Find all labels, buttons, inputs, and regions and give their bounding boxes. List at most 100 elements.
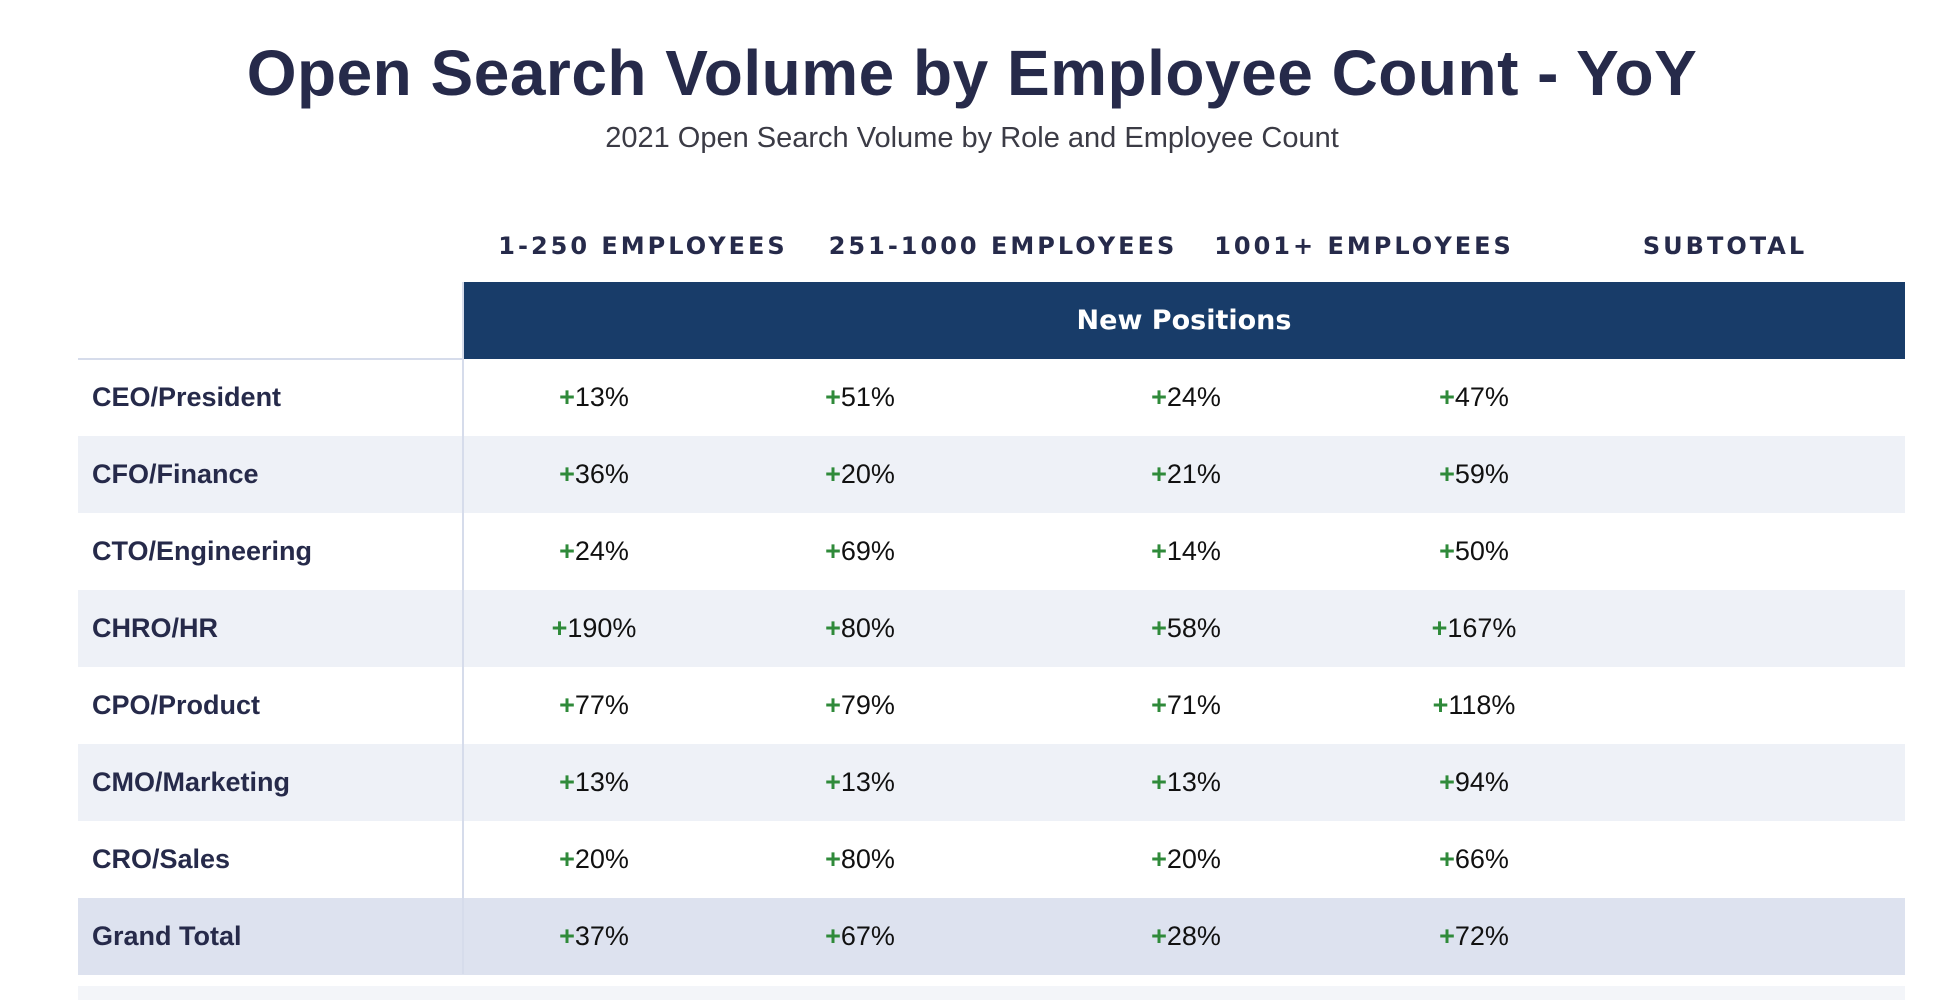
plus-sign: + <box>1432 690 1449 720</box>
cell-col-1-250: +190% <box>464 590 724 667</box>
chart-title: Open Search Volume by Employee Count - Y… <box>246 37 1698 109</box>
label-column-divider <box>462 282 464 974</box>
plus-sign: + <box>825 767 841 797</box>
cell-value: 72% <box>1454 921 1509 951</box>
cell-col-251-1000: +67% <box>730 898 990 975</box>
cell-col-1-250: +77% <box>464 667 724 744</box>
plus-sign: + <box>1439 459 1455 489</box>
cell-value: 20% <box>574 844 629 874</box>
cell-col-subtotal: +94% <box>1344 744 1604 821</box>
cell-value: 36% <box>574 459 629 489</box>
cell-value: 37% <box>574 921 629 951</box>
plus-sign: + <box>559 690 575 720</box>
cell-value: 77% <box>574 690 629 720</box>
cell-col-1001-plus: +58% <box>1056 590 1316 667</box>
cell-value: 190% <box>567 613 637 643</box>
cell-value: 58% <box>1166 613 1221 643</box>
table-body: CEO/President +13% +51% +24% +47% CFO/Finance… <box>78 359 1905 975</box>
plus-sign: + <box>559 767 575 797</box>
cell-value: 71% <box>1166 690 1221 720</box>
cell-value: 59% <box>1454 459 1509 489</box>
row-label: CPO/Product <box>92 690 261 720</box>
grand-total-label: Grand Total <box>92 921 242 951</box>
plus-sign: + <box>559 921 575 951</box>
row-label: CMO/Marketing <box>92 767 291 797</box>
cell-col-subtotal: +167% <box>1344 590 1604 667</box>
cell-value: 20% <box>840 459 895 489</box>
cell-value: 167% <box>1447 613 1517 643</box>
header-divider <box>78 358 463 360</box>
plus-sign: + <box>1439 536 1455 566</box>
cell-value: 47% <box>1454 382 1509 412</box>
cell-col-1-250: +24% <box>464 513 724 590</box>
chart-subtitle: 2021 Open Search Volume by Role and Empl… <box>605 122 1339 154</box>
cell-col-251-1000: +80% <box>730 821 990 898</box>
cell-col-1001-plus: +21% <box>1056 436 1316 513</box>
plus-sign: + <box>825 459 841 489</box>
cell-value: 13% <box>1166 767 1221 797</box>
plus-sign: + <box>1439 921 1455 951</box>
cell-col-1001-plus: +14% <box>1056 513 1316 590</box>
cell-col-1-250: +13% <box>464 359 724 436</box>
cell-col-1-250: +36% <box>464 436 724 513</box>
plus-sign: + <box>559 459 575 489</box>
table-footer-strip <box>78 986 1905 1000</box>
cell-value: 13% <box>840 767 895 797</box>
plus-sign: + <box>559 536 575 566</box>
cell-col-1001-plus: +71% <box>1056 667 1316 744</box>
plus-sign: + <box>1151 459 1167 489</box>
cell-col-251-1000: +13% <box>730 744 990 821</box>
plus-sign: + <box>551 613 568 643</box>
cell-value: 28% <box>1166 921 1221 951</box>
cell-value: 50% <box>1454 536 1509 566</box>
plus-sign: + <box>1151 844 1167 874</box>
plus-sign: + <box>825 844 841 874</box>
cell-col-251-1000: +69% <box>730 513 990 590</box>
cell-col-1001-plus: +24% <box>1056 359 1316 436</box>
cell-col-1001-plus: +20% <box>1056 821 1316 898</box>
plus-sign: + <box>825 921 841 951</box>
cell-col-subtotal: +66% <box>1344 821 1604 898</box>
plus-sign: + <box>1151 767 1167 797</box>
table-row: CPO/Product +77% +79% +71% +118% <box>78 667 1905 744</box>
column-header-251-1000: 251-1000 EMPLOYEES <box>828 232 1178 260</box>
cell-col-1001-plus: +28% <box>1056 898 1316 975</box>
cell-value: 118% <box>1448 690 1516 720</box>
cell-col-subtotal: +50% <box>1344 513 1604 590</box>
row-label: CHRO/HR <box>92 613 218 643</box>
grand-total-row: Grand Total +37% +67% +28% +72% <box>78 898 1905 975</box>
cell-col-subtotal: +72% <box>1344 898 1604 975</box>
plus-sign: + <box>1151 613 1167 643</box>
cell-value: 21% <box>1166 459 1221 489</box>
plus-sign: + <box>1151 536 1167 566</box>
plus-sign: + <box>559 382 575 412</box>
cell-value: 80% <box>840 844 895 874</box>
cell-value: 94% <box>1454 767 1509 797</box>
cell-col-251-1000: +79% <box>730 667 990 744</box>
cell-value: 66% <box>1454 844 1509 874</box>
cell-col-251-1000: +51% <box>730 359 990 436</box>
table-row: CEO/President +13% +51% +24% +47% <box>78 359 1905 436</box>
cell-value: 51% <box>840 382 895 412</box>
row-label: CRO/Sales <box>92 844 231 874</box>
plus-sign: + <box>1151 382 1167 412</box>
cell-col-subtotal: +59% <box>1344 436 1604 513</box>
cell-value: 20% <box>1166 844 1221 874</box>
table-row: CHRO/HR +190% +80% +58% +167% <box>78 590 1905 667</box>
cell-value: 69% <box>840 536 895 566</box>
cell-value: 79% <box>840 690 895 720</box>
cell-value: 24% <box>1166 382 1221 412</box>
cell-value: 13% <box>574 382 629 412</box>
plus-sign: + <box>825 382 841 412</box>
plus-sign: + <box>1151 921 1167 951</box>
new-positions-header: New Positions <box>463 282 1905 359</box>
cell-col-subtotal: +118% <box>1344 667 1604 744</box>
table-row: CFO/Finance +36% +20% +21% +59% <box>78 436 1905 513</box>
plus-sign: + <box>825 536 841 566</box>
plus-sign: + <box>1439 382 1455 412</box>
table-row: CTO/Engineering +24% +69% +14% +50% <box>78 513 1905 590</box>
plus-sign: + <box>825 613 841 643</box>
cell-value: 14% <box>1166 536 1221 566</box>
cell-col-251-1000: +80% <box>730 590 990 667</box>
column-header-1-250: 1-250 EMPLOYEES <box>498 232 788 260</box>
